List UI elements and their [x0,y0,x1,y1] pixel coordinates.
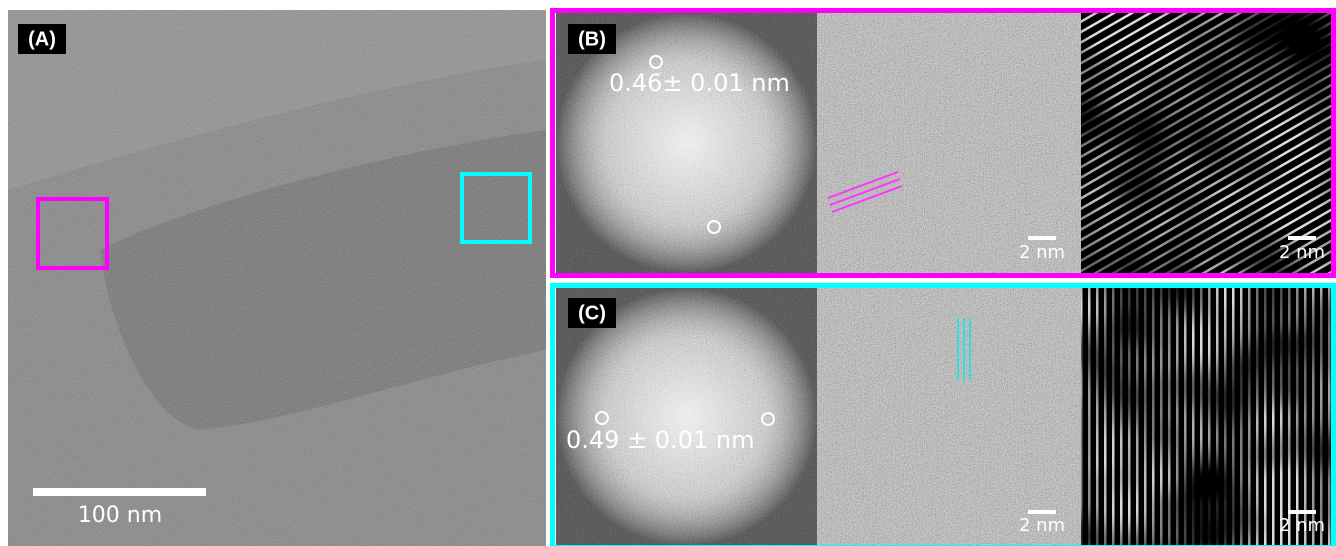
scale-label: 2 nm [1019,242,1065,263]
scale-bar [1288,236,1316,240]
panel-a: (A) 100 nm [8,10,546,546]
noise [8,10,546,546]
measurement: 0.46± 0.01 nm [609,69,790,97]
panel-label: (B) [578,28,606,50]
panel-label: (A) [28,28,56,50]
panel-c: 0.49 ± 0.01 nm 2 nm 2 nm (C) [553,286,1335,546]
measurement: 0.49 ± 0.01 nm [566,426,754,454]
figure: (A) 100 nm 0.46± 0.01 nm 2 nm 2 nm (B) 0… [0,0,1336,546]
scale-label: 100 nm [78,503,162,528]
panel-label: (C) [578,302,606,324]
panel-b: 0.46± 0.01 nm 2 nm 2 nm (B) [553,11,1335,276]
scale-bar [1288,510,1316,514]
scale-label: 2 nm [1279,242,1325,263]
hrtem-image [817,288,1081,546]
scale-bar [1028,510,1056,514]
scale-bar [33,488,206,496]
hrtem-image [817,13,1081,273]
scale-label: 2 nm [1279,515,1325,536]
filtered-mask [1081,288,1334,546]
filtered-mask [1081,13,1334,273]
scale-label: 2 nm [1019,515,1065,536]
scale-bar [1028,236,1056,240]
